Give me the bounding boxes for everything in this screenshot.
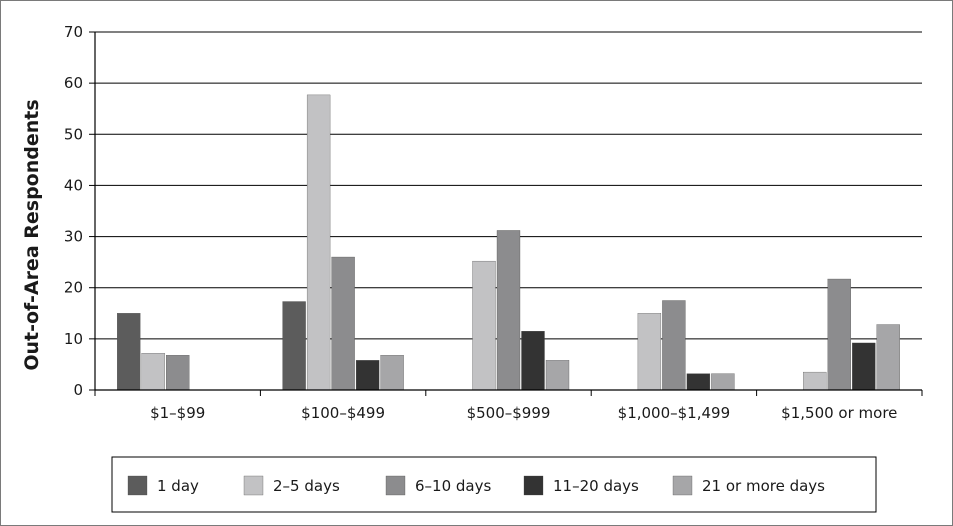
y-tick-label: 20 xyxy=(64,279,83,297)
x-tick-labels: $1–$99 $100–$499 $500–$999 $1,000–$1,499 $1,… xyxy=(150,404,897,422)
y-tick-label: 50 xyxy=(64,125,83,143)
legend-swatch xyxy=(672,475,693,496)
bar xyxy=(282,301,306,391)
y-tick-labels: 0 10 20 30 40 50 60 70 xyxy=(64,23,83,399)
legend-label: 1 day xyxy=(157,477,199,495)
y-tick-label: 0 xyxy=(73,381,83,399)
y-tick-label: 60 xyxy=(64,74,83,92)
legend-label: 21 or more days xyxy=(702,477,825,495)
gridlines xyxy=(95,31,922,340)
legend-swatch xyxy=(523,475,544,496)
bar xyxy=(141,353,165,391)
bar xyxy=(355,360,380,391)
bar xyxy=(380,355,404,391)
axes xyxy=(89,31,923,396)
bar xyxy=(686,373,711,391)
legend-swatch xyxy=(243,475,264,496)
legend-swatch xyxy=(127,475,148,496)
bar xyxy=(472,260,496,391)
x-tick-label: $1–$99 xyxy=(150,404,205,422)
bar xyxy=(331,256,355,391)
y-tick-label: 40 xyxy=(64,176,83,194)
y-tick-label: 70 xyxy=(64,23,83,41)
bar xyxy=(166,355,190,391)
x-tick-label: $100–$499 xyxy=(301,404,385,422)
legend-swatch xyxy=(385,475,406,496)
legend-label: 6–10 days xyxy=(415,477,491,495)
bar xyxy=(827,278,851,391)
bar xyxy=(306,94,331,391)
y-axis-label: Out-of-Area Respondents xyxy=(21,99,43,370)
x-tick-label: $1,500 or more xyxy=(781,404,897,422)
bar xyxy=(711,373,735,391)
bar xyxy=(876,324,900,391)
y-tick-label: 30 xyxy=(64,228,83,246)
legend-label: 11–20 days xyxy=(553,477,639,495)
legend-box xyxy=(111,456,877,513)
x-tick-label: $500–$999 xyxy=(467,404,551,422)
bar xyxy=(496,230,521,391)
x-tick-label: $1,000–$1,499 xyxy=(618,404,730,422)
bars xyxy=(117,94,900,391)
y-tick-label: 10 xyxy=(64,330,83,348)
bar xyxy=(803,371,827,391)
bar xyxy=(637,313,662,391)
legend: 1 day 2–5 days 6–10 days 11–20 days 21 or mo… xyxy=(111,456,877,513)
legend-label: 2–5 days xyxy=(273,477,340,495)
bar xyxy=(852,342,876,391)
bar xyxy=(662,300,686,391)
bar xyxy=(545,360,570,391)
bar xyxy=(117,313,141,391)
bar xyxy=(521,331,545,391)
